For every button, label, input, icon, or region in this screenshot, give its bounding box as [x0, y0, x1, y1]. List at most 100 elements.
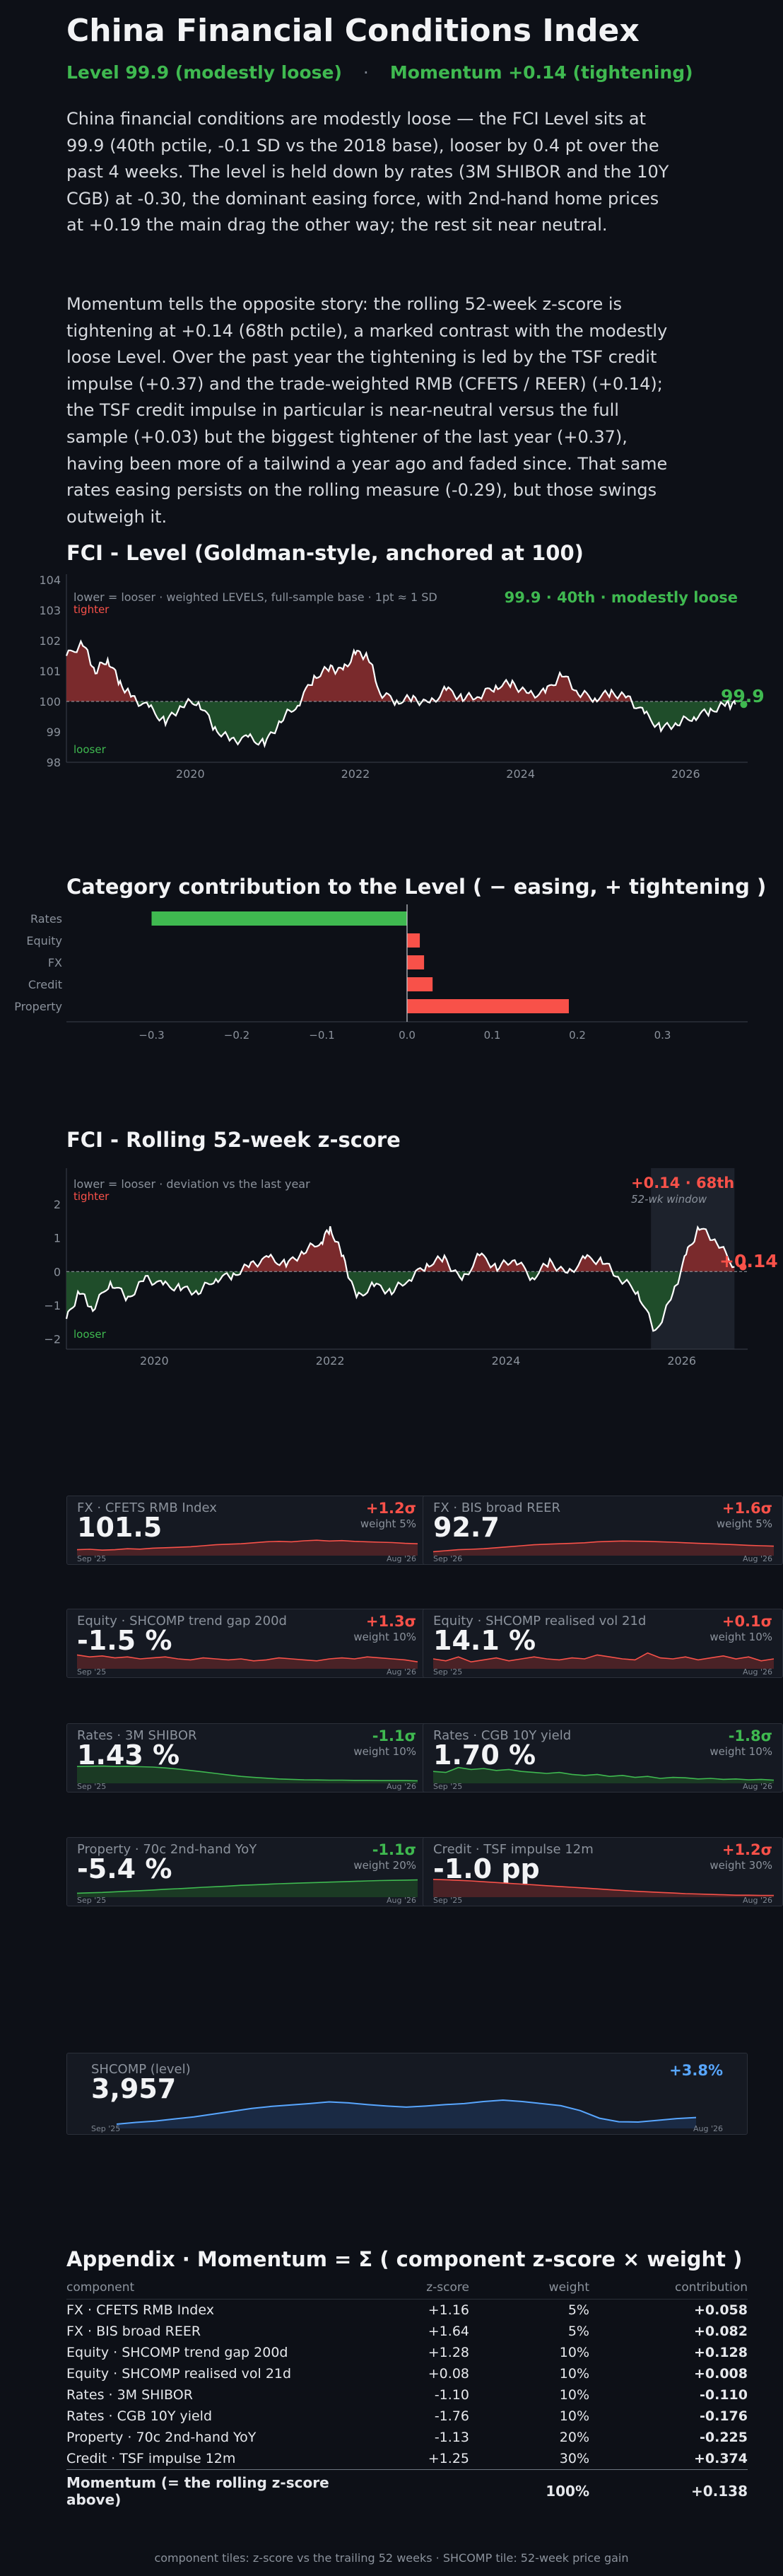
row-contribution: +0.008 [693, 2365, 748, 2382]
tile-start-date: Sep '26 [433, 1554, 463, 1563]
tile-sparkline [76, 1539, 418, 1556]
category-x-tick: 0.1 [484, 1029, 501, 1042]
tile-label: Credit · TSF impulse 12m [433, 1842, 594, 1857]
zscore-y-tick: 0 [54, 1265, 61, 1278]
shcomp-end-date: Aug '26 [693, 2124, 723, 2133]
tile-spark-fill [433, 1879, 774, 1897]
row-zscore: +1.25 [428, 2450, 469, 2466]
component-tile: Equity · SHCOMP trend gap 200d -1.5 % +1.3… [66, 1609, 427, 1678]
tile-start-date: Sep '25 [77, 1896, 107, 1905]
tile-spark-line [76, 1654, 418, 1662]
tile-spark-fill [433, 1541, 774, 1556]
tile-weight: weight 20% [353, 1859, 416, 1872]
tile-weight: weight 10% [353, 1631, 416, 1643]
tile-zscore: +1.6σ [722, 1500, 772, 1517]
row-zscore: -1.10 [434, 2386, 469, 2403]
category-chart: −0.3 −0.2 −0.1 0.0 0.1 0.2 0.3 Rates Equity FX Cre… [14, 904, 748, 1042]
tile-spark-line [76, 1879, 418, 1894]
tile-weight: weight 10% [710, 1631, 772, 1643]
tile-spark-fill [77, 1540, 418, 1556]
row-weight: 10% [559, 2365, 589, 2382]
category-x-tick: −0.1 [309, 1029, 334, 1042]
row-zscore: +0.08 [428, 2365, 469, 2382]
tile-end-date: Aug '26 [743, 1667, 772, 1677]
category-label-credit: Credit [28, 978, 62, 991]
level-y-tick: 103 [39, 604, 61, 617]
row-zscore: +1.28 [428, 2344, 469, 2360]
appendix-row: FX · CFETS RMB Index +1.16 5% +0.058 [66, 2300, 748, 2321]
category-x-tick: 0.3 [654, 1029, 671, 1042]
shcomp-spark-line [116, 2099, 697, 2125]
tile-value: -5.4 % [77, 1853, 172, 1884]
tile-value: 92.7 [433, 1512, 500, 1543]
level-y-tick: 102 [39, 634, 61, 648]
level-chart-note: lower = looser · weighted LEVELS, full-s… [73, 590, 437, 604]
zscore-y-tick: 1 [54, 1232, 61, 1245]
tile-value: -1.5 % [77, 1625, 172, 1656]
tile-end-date: Aug '26 [387, 1667, 416, 1677]
tile-value: 1.70 % [433, 1739, 536, 1771]
tile-label: FX · CFETS RMB Index [77, 1500, 217, 1515]
category-label-equity: Equity [26, 934, 62, 948]
tile-zscore: +1.3σ [365, 1613, 416, 1630]
tile-spark-line [76, 1765, 418, 1782]
row-zscore: +1.64 [428, 2323, 469, 2339]
tile-sparkline [432, 1879, 774, 1897]
tile-spark-fill [77, 1766, 418, 1783]
level-y-tick: 98 [47, 756, 61, 769]
category-bar-property [407, 999, 569, 1013]
appendix-table: component z-score weight contribution FX… [66, 2280, 748, 2511]
zscore-readout: +0.14 · 68th [631, 1175, 734, 1191]
tile-label: Rates · 3M SHIBOR [77, 1728, 197, 1743]
level-x-tick: 2020 [176, 767, 205, 781]
shcomp-label: SHCOMP (level) [91, 2062, 191, 2077]
tile-spark-fill [77, 1879, 418, 1897]
tile-label: Equity · SHCOMP trend gap 200d [77, 1614, 287, 1628]
col-zscore: z-score [363, 2280, 469, 2300]
row-weight: 5% [567, 2302, 589, 2318]
tile-start-date: Sep '25 [433, 1896, 463, 1905]
zscore-chart-heading: FCI - Rolling 52-week z-score [66, 1128, 401, 1152]
zscore-x-tick: 2024 [492, 1354, 521, 1368]
level-x-tick: 2022 [341, 767, 370, 781]
col-component: component [66, 2280, 363, 2300]
tile-weight: weight 30% [710, 1859, 772, 1872]
tile-end-date: Aug '26 [743, 1782, 772, 1791]
tile-zscore: -1.1σ [372, 1727, 416, 1744]
tag-separator: · [363, 62, 369, 83]
row-zscore: -1.76 [434, 2408, 469, 2424]
appendix-row: Equity · SHCOMP realised vol 21d +0.08 10%… [66, 2363, 748, 2384]
tile-label: Property · 70c 2nd-hand YoY [77, 1842, 257, 1857]
level-tighter-label: tighter [73, 603, 110, 616]
level-y-tick: 100 [39, 695, 61, 709]
category-label-rates: Rates [30, 912, 62, 926]
shcomp-tile: SHCOMP (level) 3,957 +3.8% Sep '25 Aug '… [66, 2053, 748, 2135]
col-weight: weight [469, 2280, 589, 2300]
summary-paragraph-momentum: Momentum tells the opposite story: the r… [66, 294, 668, 527]
row-zscore [363, 2469, 469, 2511]
level-plot-area: 98 99 100 101 102 103 104 2020 2022 2024 2026 [39, 573, 748, 781]
level-tight-area [66, 641, 736, 701]
category-label-property: Property [14, 1000, 62, 1013]
tile-spark-line [432, 1540, 775, 1553]
tile-zscore: -1.8σ [728, 1727, 772, 1744]
row-contribution: -0.225 [700, 2429, 748, 2445]
tile-value: 14.1 % [433, 1625, 536, 1656]
row-weight: 10% [559, 2408, 589, 2424]
row-contribution: +0.128 [693, 2344, 748, 2360]
appendix-row: Credit · TSF impulse 12m +1.25 30% +0.374 [66, 2448, 748, 2470]
tile-sparkline [432, 1652, 775, 1669]
level-x-tick: 2024 [506, 767, 535, 781]
level-chart: lower = looser · weighted LEVELS, full-s… [39, 573, 764, 781]
category-bar-credit [407, 977, 433, 991]
appendix-total-row: Momentum (= the rolling z-score above) 10… [66, 2469, 748, 2511]
row-weight: 20% [559, 2429, 589, 2445]
row-component: Property · 70c 2nd-hand YoY [66, 2429, 257, 2445]
zscore-x-tick: 2020 [140, 1354, 169, 1368]
appendix-row: Rates · 3M SHIBOR -1.10 10% -0.110 [66, 2384, 748, 2406]
tile-spark-fill [77, 1655, 418, 1669]
category-bar-rates [151, 911, 407, 926]
row-component: Momentum (= the rolling z-score above) [66, 2469, 363, 2511]
row-zscore: +1.16 [428, 2302, 469, 2318]
row-weight: 10% [559, 2344, 589, 2360]
